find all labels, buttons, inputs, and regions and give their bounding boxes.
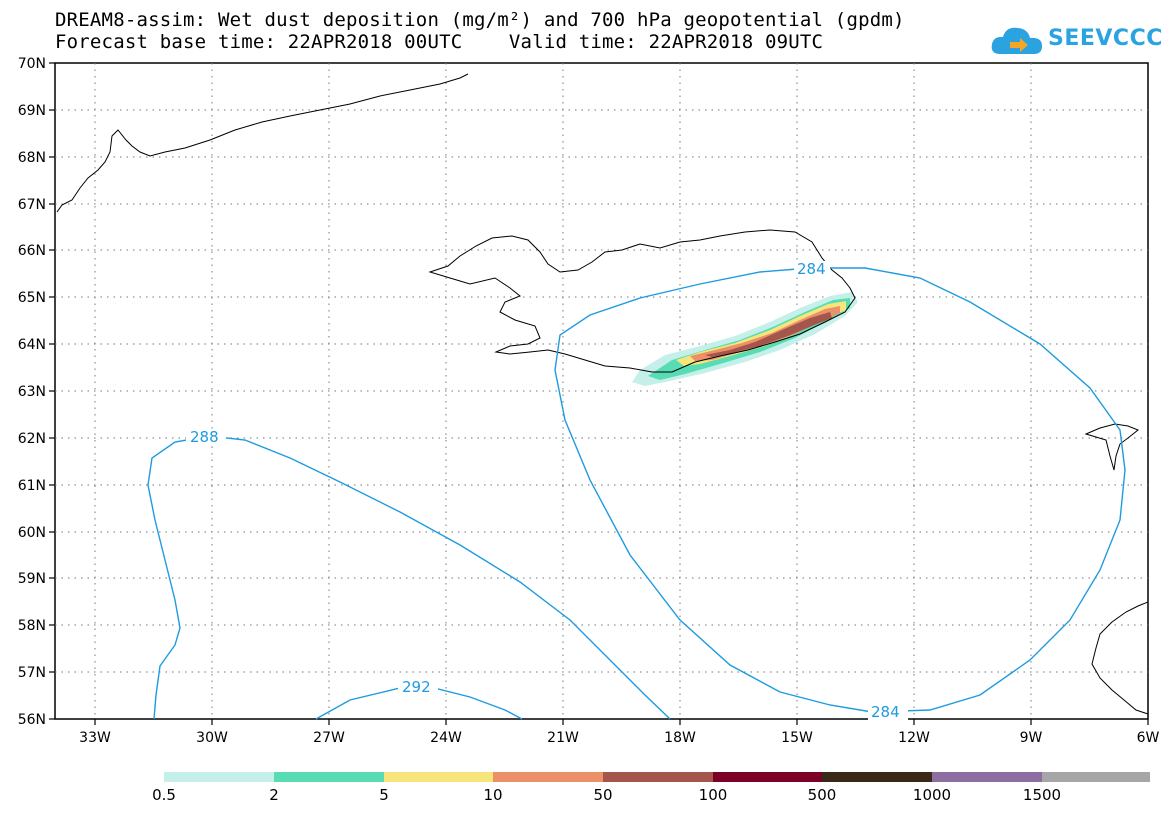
- lon-label: 6W: [1137, 730, 1160, 746]
- lon-label: 15W: [781, 730, 813, 746]
- lat-label: 68N: [18, 150, 46, 166]
- iceland-coast: [428, 229, 856, 373]
- colorbar-tick-label: 5: [379, 786, 389, 804]
- dust-deposition-field: [632, 292, 858, 386]
- lat-label: 66N: [18, 243, 46, 259]
- colorbar-labels: 0.5 2 5 10 50 100 500 1000 1500: [152, 786, 1061, 804]
- lon-label: 30W: [196, 730, 228, 746]
- dust-band-50: [705, 312, 832, 357]
- lat-label: 64N: [18, 337, 46, 353]
- dust-band-10: [690, 306, 840, 361]
- colorbar-swatch: [384, 772, 493, 782]
- faroe-islands: [1084, 423, 1139, 471]
- map-title-line1: DREAM8-assim: Wet dust deposition (mg/m²…: [55, 9, 905, 31]
- lat-label: 61N: [18, 478, 46, 494]
- lon-label: 33W: [79, 730, 111, 746]
- contour-label-292: 292: [402, 678, 431, 696]
- colorbar-swatch: [493, 772, 603, 782]
- colorbar-tick-label: 1500: [1023, 786, 1061, 804]
- lat-label: 63N: [18, 384, 46, 400]
- lat-label: 67N: [18, 197, 46, 213]
- colorbar-tick-label: 0.5: [152, 786, 176, 804]
- logo-text: SEEVCCC: [1048, 26, 1163, 51]
- lat-label: 58N: [18, 618, 46, 634]
- colorbar-swatch: [603, 772, 713, 782]
- lon-label: 21W: [547, 730, 579, 746]
- colorbar-swatch: [1042, 772, 1150, 782]
- lat-label: 65N: [18, 290, 46, 306]
- colorbar-tick-label: 1000: [913, 786, 951, 804]
- cloud-arrow-icon: [991, 27, 1042, 54]
- lon-label: 27W: [313, 730, 345, 746]
- lat-label: 70N: [18, 56, 46, 72]
- lon-label: 18W: [664, 730, 696, 746]
- colorbar-tick-label: 100: [699, 786, 728, 804]
- longitude-labels: 33W 30W 27W 24W 21W 18W 15W 12W 9W 6W: [79, 730, 1159, 746]
- greenland-coast: [56, 73, 469, 213]
- lat-label: 62N: [18, 431, 46, 447]
- lat-label: 56N: [18, 712, 46, 728]
- seevccc-logo: SEEVCCC: [990, 20, 1162, 60]
- colorbar-swatch: [932, 772, 1042, 782]
- colorbar-swatch: [822, 772, 932, 782]
- latitude-labels: 70N 69N 68N 67N 66N 65N 64N 63N 62N 61N …: [18, 56, 46, 728]
- axis-ticks: [49, 62, 1149, 725]
- contour-labels: 288 292 284 284: [186, 260, 908, 721]
- colorbar-swatch: [164, 772, 274, 782]
- colorbar-tick-label: 500: [808, 786, 837, 804]
- coastlines: [56, 73, 1149, 715]
- colorbar-tick-label: 10: [483, 786, 502, 804]
- lon-label: 9W: [1020, 730, 1043, 746]
- scotland-coast: [1091, 601, 1149, 715]
- colorbar-swatch: [274, 772, 384, 782]
- lat-label: 59N: [18, 571, 46, 587]
- colorbar-tick-label: 50: [593, 786, 612, 804]
- lat-label: 57N: [18, 665, 46, 681]
- colorbar: [164, 772, 1150, 782]
- lat-label: 60N: [18, 525, 46, 541]
- colorbar-tick-label: 2: [269, 786, 279, 804]
- graticule: [55, 63, 1148, 719]
- map-title-line2: Forecast base time: 22APR2018 00UTC Vali…: [55, 31, 824, 53]
- colorbar-swatch: [713, 772, 822, 782]
- contour-label-284-south: 284: [871, 703, 900, 721]
- contour-label-284-north: 284: [797, 260, 826, 278]
- lon-label: 24W: [430, 730, 462, 746]
- lon-label: 12W: [898, 730, 930, 746]
- lat-label: 69N: [18, 103, 46, 119]
- contour-label-288: 288: [190, 428, 219, 446]
